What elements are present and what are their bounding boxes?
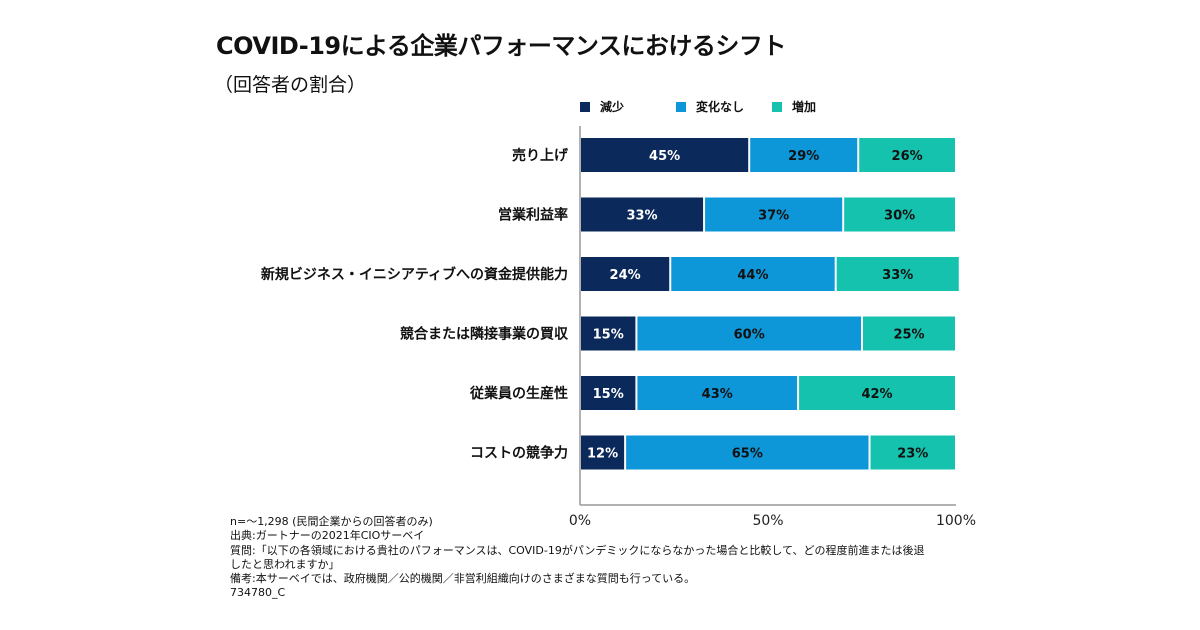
data-label: 37% <box>758 209 789 224</box>
data-label: 23% <box>897 447 928 462</box>
data-label: 15% <box>593 387 624 402</box>
data-label: 24% <box>610 268 641 283</box>
data-label: 65% <box>732 447 763 462</box>
bar-segment <box>859 138 955 172</box>
category-label: 従業員の生産性 <box>469 385 568 402</box>
data-label: 45% <box>649 149 680 164</box>
bar-segment <box>626 435 869 470</box>
bar-segment <box>581 138 749 172</box>
legend-swatch-no-change <box>676 101 686 112</box>
legend-label: 増加 <box>792 100 817 114</box>
x-tick-label: 0% <box>569 513 591 529</box>
bar-segment <box>581 197 704 232</box>
legend-label: 変化なし <box>696 100 745 114</box>
bar-segment <box>637 376 798 410</box>
data-label: 26% <box>892 149 923 164</box>
data-label: 43% <box>702 387 733 402</box>
category-label: 営業利益率 <box>498 207 568 224</box>
data-label: 60% <box>734 328 765 343</box>
bar-segment <box>581 316 636 351</box>
bar-segment <box>581 376 636 410</box>
bar-segment <box>863 316 955 351</box>
footnote-question: 質問:「以下の各領域における貴社のパフォーマンスは、COVID-19がパンデミッ… <box>230 543 925 557</box>
legend-item-decrease: 減少 <box>580 98 676 115</box>
data-label: 25% <box>893 328 924 343</box>
x-tick-label: 50% <box>752 513 783 529</box>
bar-segment <box>870 435 955 470</box>
bar-segment <box>671 257 835 291</box>
data-label: 33% <box>626 209 657 224</box>
bar-segment <box>799 376 955 410</box>
footnote-sample: n=～1,298 (民間企業からの回答者のみ) <box>230 515 433 528</box>
bar-segment <box>637 316 861 351</box>
category-label: コストの競争力 <box>470 445 568 462</box>
data-label: 33% <box>882 268 913 283</box>
legend-item-no-change: 変化なし <box>676 98 772 115</box>
x-tick-label: 100% <box>936 513 976 529</box>
bar-segment <box>844 197 955 232</box>
bar-segment <box>581 435 625 470</box>
footnote-question-cont: したと思われますか」 <box>230 557 340 571</box>
footnote-source: 出典:ガートナーの2021年CIOサーベイ <box>230 529 425 543</box>
chart-title: COVID-19による企業パフォーマンスにおけるシフト <box>216 32 786 60</box>
legend-swatch-decrease <box>580 101 590 112</box>
category-label: 新規ビジネス・イニシアティブへの資金提供能力 <box>261 266 568 283</box>
bar-segment <box>705 197 843 232</box>
data-label: 30% <box>884 209 915 224</box>
data-label: 44% <box>737 268 768 283</box>
data-label: 15% <box>593 328 624 343</box>
legend-swatch-increase <box>772 101 782 112</box>
data-label: 12% <box>587 447 618 462</box>
category-label: 売り上げ <box>512 147 569 164</box>
legend: 減少 変化なし 増加 <box>580 98 868 115</box>
bar-segment <box>750 138 858 172</box>
footnotes: n=～1,298 (民間企業からの回答者のみ) 出典:ガートナーの2021年CI… <box>230 515 925 601</box>
chart-subtitle: （回答者の割合） <box>214 74 367 96</box>
legend-label: 減少 <box>600 100 625 114</box>
legend-item-increase: 増加 <box>772 98 868 115</box>
category-label: 競合または隣接事業の買収 <box>400 326 569 343</box>
bar-segment <box>581 257 670 291</box>
bar-segment <box>836 257 959 291</box>
footnote-remarks: 備考:本サーベイでは、政府機関／公的機関／非営利組織向けのさまざまな質問も行って… <box>230 572 696 586</box>
footnote-id: 734780_C <box>230 586 286 600</box>
data-label: 42% <box>861 387 892 402</box>
data-label: 29% <box>788 149 819 164</box>
